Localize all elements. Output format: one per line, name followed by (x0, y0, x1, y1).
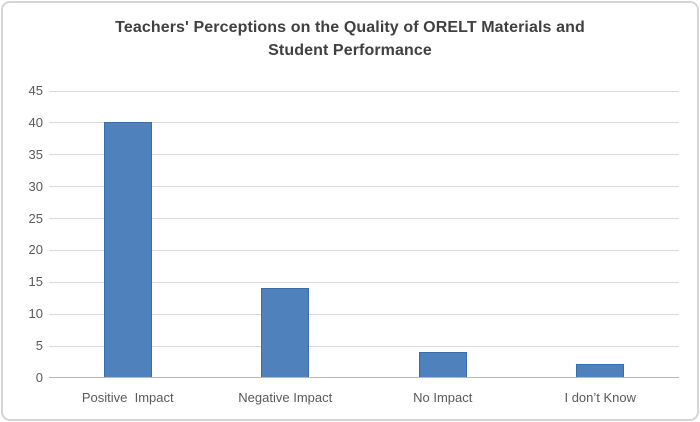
gridline-10 (49, 313, 679, 315)
plot-area: 0 5 10 15 20 25 30 35 40 45 Positive Impact Negativ… (29, 83, 679, 405)
gridline-35 (49, 154, 679, 156)
x-axis-label-i-don-t-know: I don’t Know (564, 390, 637, 405)
y-tick-label-40: 40 (28, 114, 43, 130)
bar-no-impact (418, 351, 467, 377)
x-axis-label-positive-impact: Positive Impact (81, 390, 174, 405)
gridline-5 (49, 345, 679, 347)
gridline-45 (49, 90, 679, 92)
gridline-15 (49, 281, 679, 283)
y-tick-label-10: 10 (28, 306, 43, 322)
gridline-30 (49, 186, 679, 188)
bar-positive-impact (103, 121, 152, 377)
y-tick-label-20: 20 (28, 242, 43, 258)
y-tick-label-0: 0 (35, 370, 43, 385)
y-tick-label-15: 15 (28, 274, 43, 290)
y-tick-label-30: 30 (28, 178, 43, 194)
y-tick-label-35: 35 (28, 146, 43, 162)
chart-title: Teachers' Perceptions on the Quality of … (3, 16, 697, 62)
y-tick-label-5: 5 (35, 338, 43, 354)
x-axis-label-negative-impact: Negative Impact (238, 390, 333, 405)
bar-negative-impact (261, 287, 310, 377)
y-tick-label-25: 25 (28, 210, 43, 226)
bar-i-don-t-know (576, 364, 625, 377)
x-axis-label-no-impact: No Impact (413, 390, 473, 405)
gridline-40 (49, 122, 679, 124)
gridline-20 (49, 249, 679, 251)
y-tick-label-45: 45 (28, 83, 43, 98)
gridline-25 (49, 218, 679, 220)
chart-title-line-2: Student Performance (268, 42, 432, 59)
chart-title-line-1: Teachers' Perceptions on the Quality of … (115, 19, 585, 36)
